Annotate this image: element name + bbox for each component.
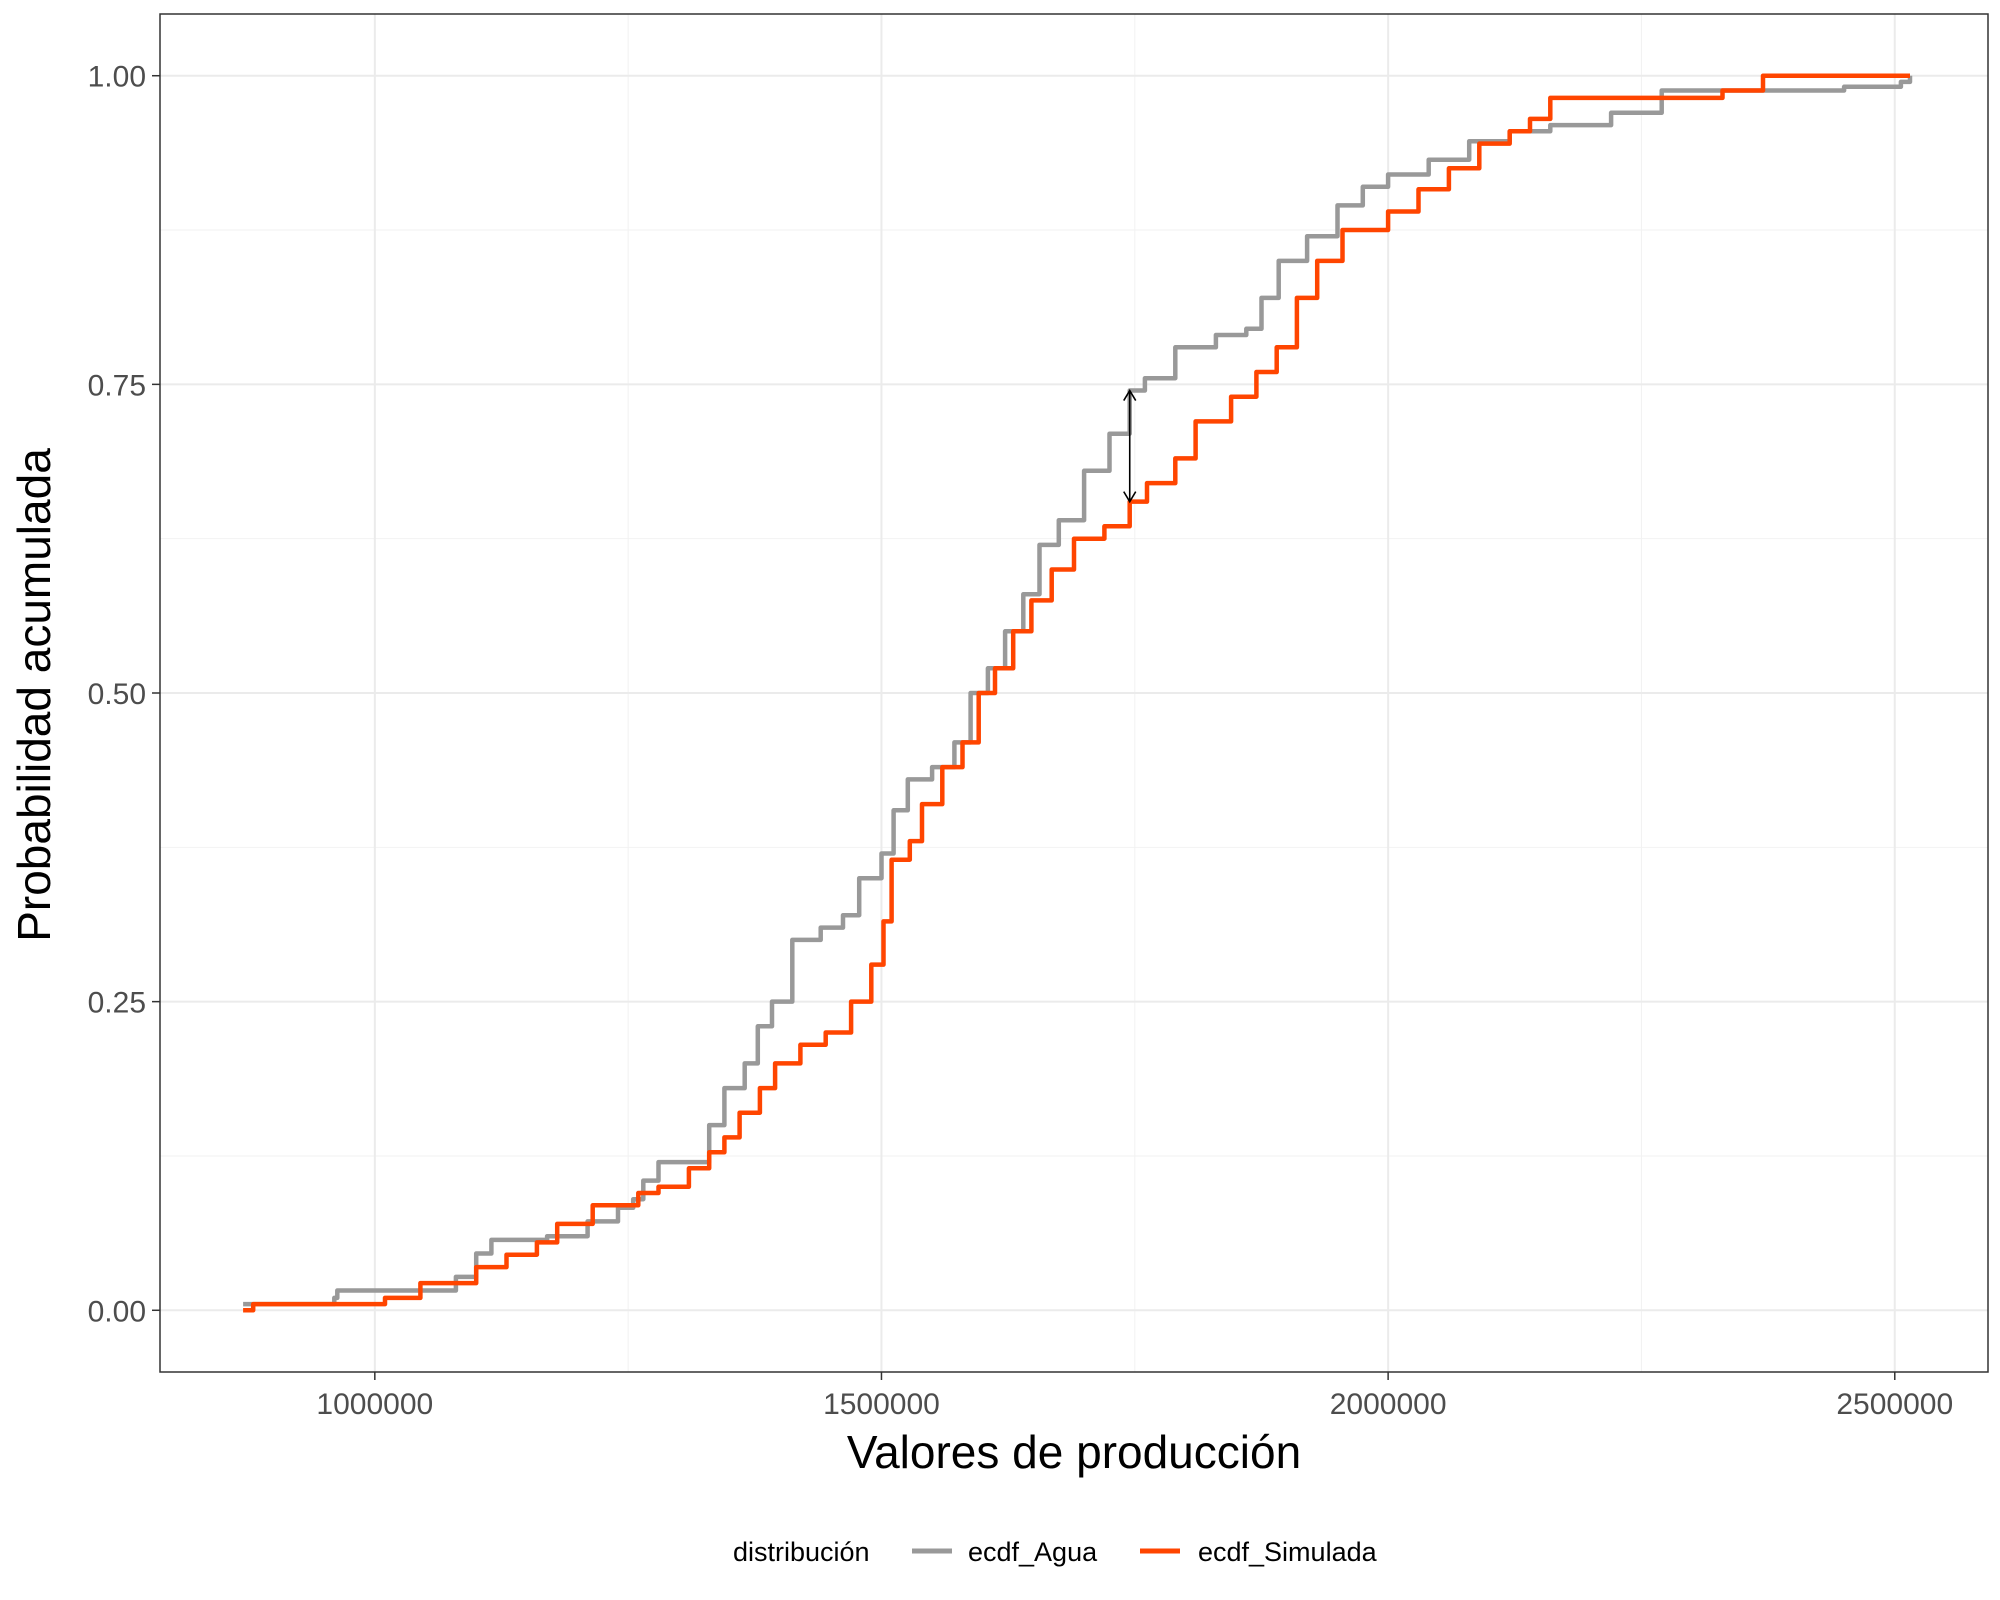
- x-tick-label: 2000000: [1330, 1388, 1447, 1421]
- series-layer: [243, 73, 1913, 1313]
- ticks: 1000000 1500000 2000000 2500000 0.00 0.25 0.50…: [88, 61, 1954, 1421]
- arrowhead-bottom: [1123, 491, 1137, 504]
- x-axis-title: Valores de producción: [847, 1426, 1301, 1478]
- legend: distribución ecdf_Agua ecdf_Simulada: [733, 1537, 1378, 1567]
- annotation-layer: [1123, 388, 1137, 504]
- y-tick-label: 0.75: [88, 369, 146, 402]
- x-tick-label: 1000000: [316, 1388, 433, 1421]
- legend-title: distribución: [733, 1537, 870, 1567]
- arrowhead-top: [1123, 388, 1137, 401]
- legend-label-ecdf-simulada: ecdf_Simulada: [1198, 1537, 1378, 1567]
- legend-label-ecdf-agua: ecdf_Agua: [968, 1537, 1098, 1567]
- y-tick-label: 0.50: [88, 678, 146, 711]
- grid: [160, 14, 1988, 1372]
- series-line-ecdf-simulada: [243, 73, 1910, 1313]
- x-tick-label: 2500000: [1836, 1388, 1953, 1421]
- y-tick-label: 0.25: [88, 987, 146, 1020]
- y-axis-title: Probabilidad acumulada: [8, 448, 60, 942]
- y-tick-label: 0.00: [88, 1295, 146, 1328]
- x-tick-label: 1500000: [823, 1388, 940, 1421]
- series-line-ecdf-agua: [243, 75, 1913, 1307]
- y-tick-label: 1.00: [88, 61, 146, 94]
